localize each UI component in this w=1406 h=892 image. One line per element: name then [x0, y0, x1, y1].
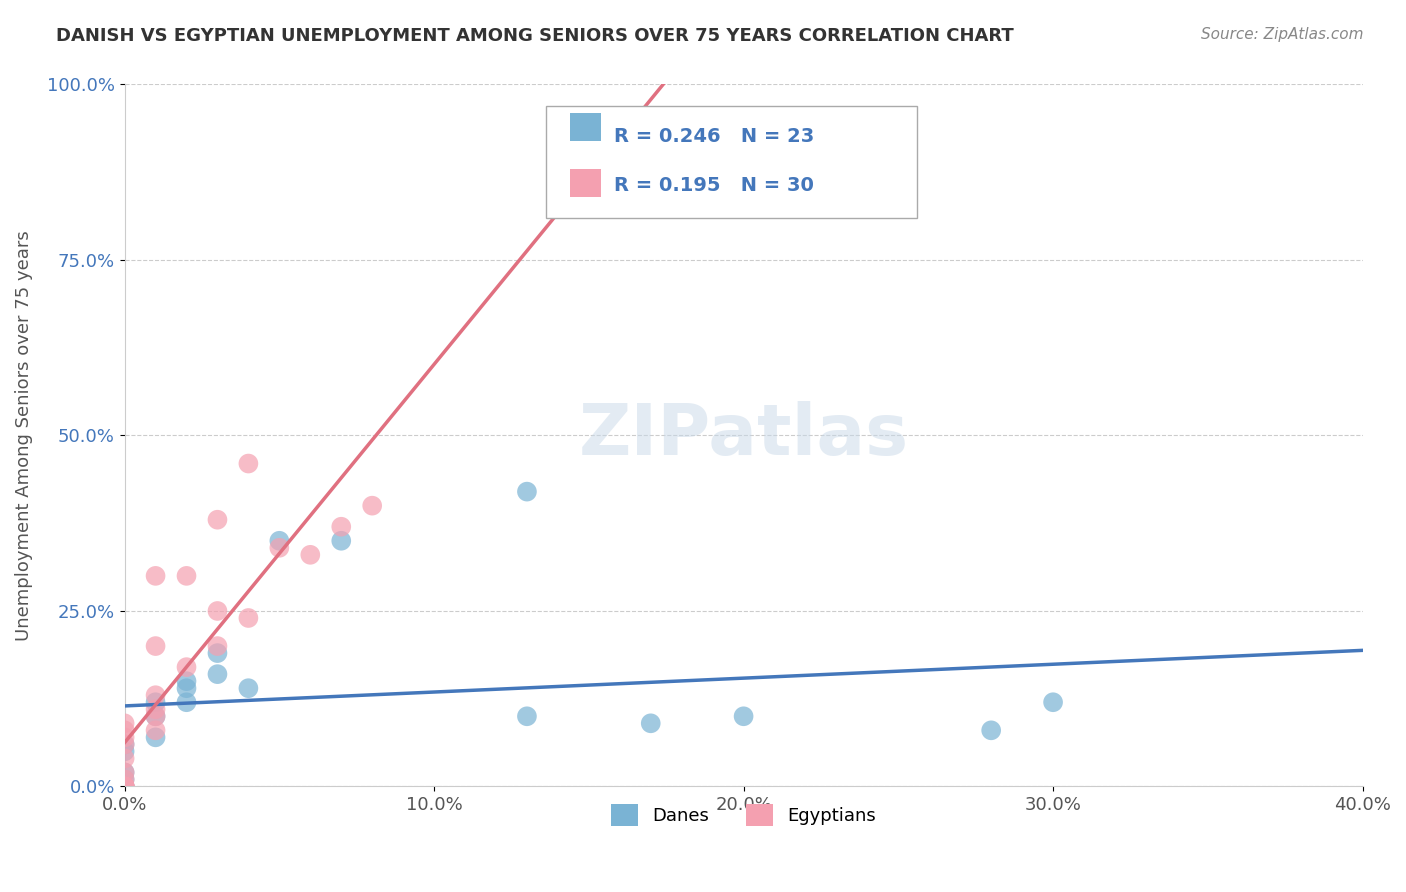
Point	[176, 660, 198, 674]
Point	[145, 639, 167, 653]
Point	[269, 533, 291, 548]
Point	[207, 604, 229, 618]
Point	[1042, 695, 1064, 709]
Point	[516, 709, 538, 723]
Point	[114, 737, 136, 751]
Point	[114, 780, 136, 794]
Point	[238, 681, 260, 696]
Point	[114, 780, 136, 794]
Point	[145, 709, 167, 723]
Point	[176, 681, 198, 696]
Point	[361, 499, 384, 513]
Point	[145, 709, 167, 723]
Point	[114, 772, 136, 787]
Text: R = 0.195   N = 30: R = 0.195 N = 30	[613, 176, 814, 194]
Point	[269, 541, 291, 555]
Point	[516, 484, 538, 499]
Point	[114, 716, 136, 731]
Text: Source: ZipAtlas.com: Source: ZipAtlas.com	[1201, 27, 1364, 42]
Point	[176, 674, 198, 689]
Point	[114, 780, 136, 794]
Point	[114, 737, 136, 751]
Point	[114, 744, 136, 758]
Text: ZIPatlas: ZIPatlas	[578, 401, 908, 470]
Point	[145, 723, 167, 738]
Point	[145, 695, 167, 709]
FancyBboxPatch shape	[571, 169, 602, 197]
Point	[114, 780, 136, 794]
Y-axis label: Unemployment Among Seniors over 75 years: Unemployment Among Seniors over 75 years	[15, 230, 32, 640]
Point	[145, 731, 167, 745]
FancyBboxPatch shape	[571, 112, 602, 141]
Point	[207, 667, 229, 681]
Point	[114, 780, 136, 794]
Point	[238, 611, 260, 625]
Point	[330, 533, 353, 548]
Legend: Danes, Egyptians: Danes, Egyptians	[605, 797, 883, 834]
Point	[207, 646, 229, 660]
Point	[114, 780, 136, 794]
Point	[980, 723, 1002, 738]
Point	[207, 513, 229, 527]
Text: DANISH VS EGYPTIAN UNEMPLOYMENT AMONG SENIORS OVER 75 YEARS CORRELATION CHART: DANISH VS EGYPTIAN UNEMPLOYMENT AMONG SE…	[56, 27, 1014, 45]
Point	[114, 731, 136, 745]
Point	[733, 709, 755, 723]
Point	[207, 639, 229, 653]
Point	[114, 780, 136, 794]
Point	[114, 765, 136, 780]
Point	[176, 569, 198, 583]
Point	[114, 772, 136, 787]
Point	[640, 716, 662, 731]
Point	[114, 780, 136, 794]
Point	[145, 702, 167, 716]
Point	[114, 723, 136, 738]
Point	[176, 695, 198, 709]
Point	[330, 519, 353, 533]
Point	[145, 569, 167, 583]
Point	[145, 688, 167, 702]
Text: R = 0.246   N = 23: R = 0.246 N = 23	[613, 127, 814, 145]
Point	[114, 751, 136, 765]
Point	[238, 457, 260, 471]
Point	[299, 548, 322, 562]
Point	[114, 765, 136, 780]
FancyBboxPatch shape	[546, 105, 917, 218]
